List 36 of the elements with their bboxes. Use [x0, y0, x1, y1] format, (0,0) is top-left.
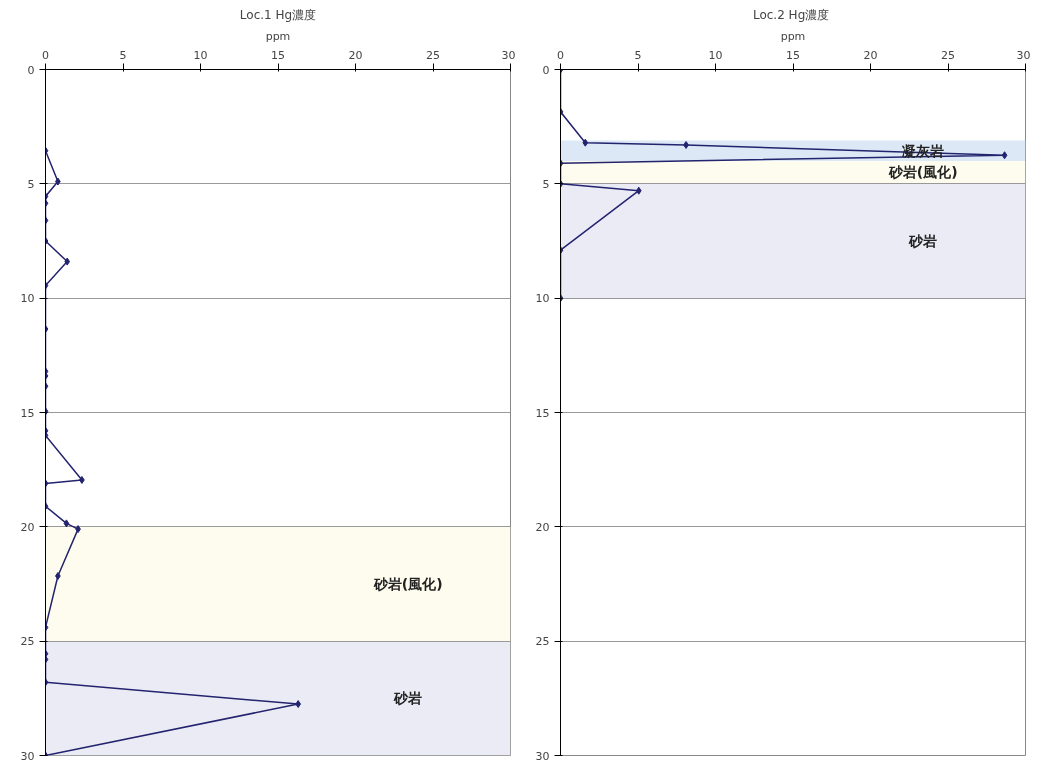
- y-tick-label: 30: [535, 749, 550, 763]
- x-tick-label: 0: [42, 48, 49, 62]
- x-tick-label: 30: [501, 48, 516, 62]
- y-tick-label: 15: [20, 406, 35, 420]
- x-tick-label: 30: [1016, 48, 1031, 62]
- x-tick-label: 15: [271, 48, 285, 62]
- band-label: 砂岩: [908, 233, 938, 249]
- x-tick-label: 5: [119, 48, 127, 62]
- x-axis-title: ppm: [780, 29, 806, 43]
- x-tick-label: 0: [557, 48, 564, 62]
- y-tick-label: 0: [542, 63, 550, 77]
- y-tick-label: 20: [535, 520, 550, 534]
- x-tick-label: 20: [863, 48, 878, 62]
- y-tick-label: 5: [542, 177, 550, 191]
- x-tick-label: 10: [193, 48, 208, 62]
- chart-title: Loc.1 Hg濃度: [239, 7, 317, 22]
- y-tick-label: 20: [20, 520, 35, 534]
- x-tick-label: 25: [941, 48, 955, 62]
- band-label: 砂岩(風化): [372, 576, 443, 592]
- chart-title: Loc.2 Hg濃度: [752, 7, 830, 22]
- y-tick-label: 30: [20, 749, 35, 763]
- x-tick-label: 10: [708, 48, 723, 62]
- band-label: 砂岩: [393, 690, 423, 707]
- y-tick-label: 10: [20, 292, 35, 306]
- x-axis-title: ppm: [265, 29, 291, 43]
- y-tick-label: 25: [20, 635, 35, 649]
- x-tick-label: 15: [786, 48, 800, 62]
- y-tick-label: 10: [535, 292, 550, 306]
- y-tick-label: 15: [535, 406, 550, 420]
- x-tick-label: 20: [348, 48, 363, 62]
- y-tick-label: 5: [27, 177, 35, 191]
- x-tick-label: 5: [634, 48, 642, 62]
- band-label: 砂岩(風化): [887, 164, 958, 181]
- y-tick-label: 0: [27, 63, 35, 77]
- x-tick-label: 25: [426, 48, 440, 62]
- y-tick-label: 25: [535, 635, 550, 649]
